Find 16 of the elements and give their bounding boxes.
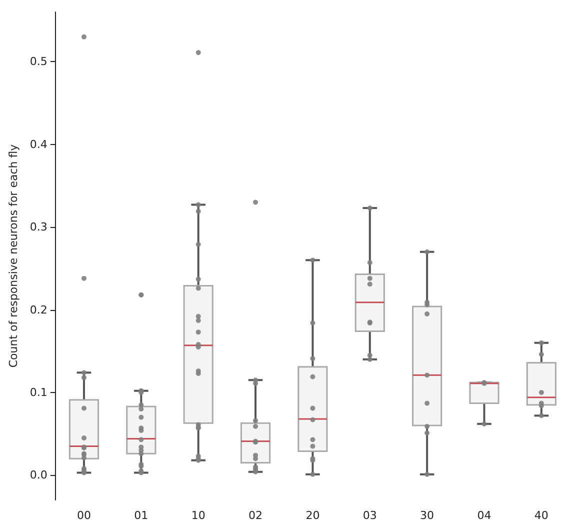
y-axis-title: Count of responsive neurons for each fly	[7, 144, 20, 368]
x-tick-label: 02	[248, 509, 263, 522]
y-tick-label: 0.1	[30, 386, 48, 399]
y-tick-label: 0.3	[30, 220, 48, 234]
x-tick-label: 30	[420, 509, 434, 522]
y-tick-label: 0.2	[30, 303, 48, 316]
y-tick-label: 0.5	[30, 55, 48, 68]
x-tick-label: 40	[534, 509, 548, 522]
x-tick-label: 00	[76, 509, 91, 522]
x-tick-label: 04	[477, 509, 492, 522]
y-tick-label: 0.4	[30, 138, 48, 151]
x-tick-label: 10	[191, 509, 206, 522]
y-tick-label: 0.0	[30, 468, 48, 482]
x-tick-label: 20	[306, 509, 320, 522]
x-tick-label: 01	[134, 509, 148, 522]
x-tick-label: 03	[362, 509, 377, 522]
